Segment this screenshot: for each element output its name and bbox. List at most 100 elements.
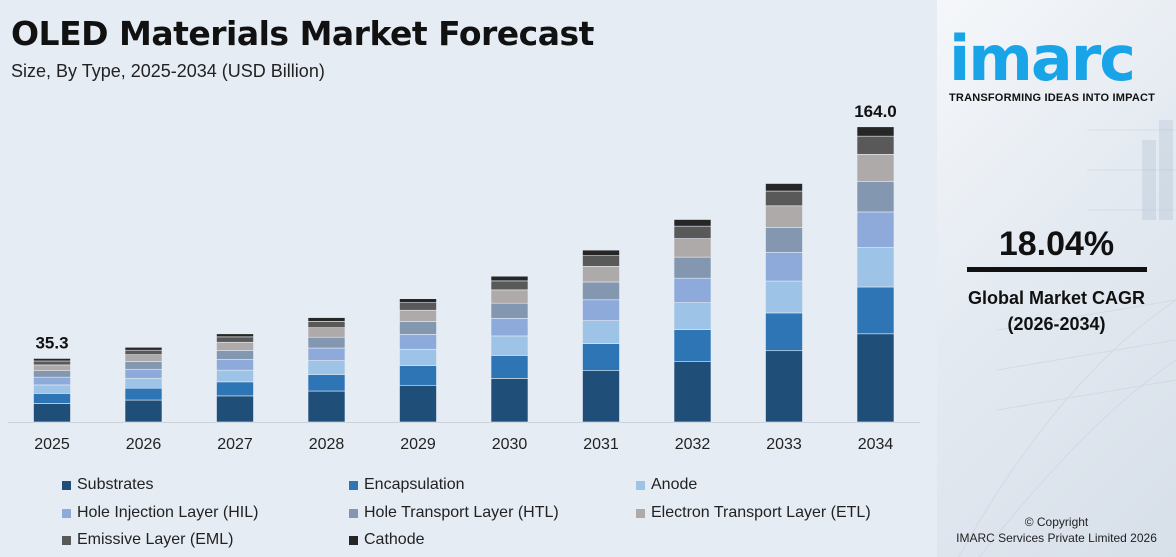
legend-swatch (349, 535, 358, 545)
bar-segment-2025-cathode (33, 358, 71, 362)
bar-segment-2026-substrates (124, 399, 163, 423)
legend-label: Encapsulation (364, 476, 465, 493)
bar-segment-2030-hole-injection-layer-hil- (490, 318, 529, 337)
bar-segment-2030-anode (490, 335, 529, 356)
bar-segment-2030-electron-transport-layer-etl- (490, 289, 529, 304)
legend-item-encapsulation: Encapsulation (349, 476, 465, 494)
bar-segment-2026-emissive-layer-eml- (124, 349, 163, 355)
bar-segment-2027-hole-transport-layer-htl- (216, 350, 254, 360)
chart-panel: OLED Materials Market Forecast Size, By … (8, 14, 920, 549)
bar-segment-2029-electron-transport-layer-etl- (399, 309, 437, 322)
bar-segment-2026-cathode (124, 346, 163, 351)
bar-segment-2030-cathode (490, 275, 529, 282)
legend-item-electron-transport-layer-etl: Electron Transport Layer (ETL) (636, 504, 871, 522)
bar-segment-2027-encapsulation (216, 381, 254, 397)
legend-label: Substrates (77, 476, 154, 493)
bar-segment-2032-hole-injection-layer-hil- (673, 277, 712, 303)
bar-segment-2034-anode (856, 247, 895, 288)
legend-label: Anode (651, 476, 698, 493)
brand-panel: imarc TRANSFORMING IDEAS INTO IMPACT 18.… (937, 0, 1176, 557)
bar-segment-2025-hole-transport-layer-htl- (33, 370, 71, 378)
legend-swatch (349, 508, 358, 518)
x-tick-label-2034: 2034 (858, 436, 894, 453)
bar-segment-2028-cathode (307, 317, 346, 322)
x-tick-label-2032: 2032 (675, 436, 711, 453)
bar-segment-2032-substrates (673, 361, 712, 423)
x-tick-label-2033: 2033 (766, 436, 802, 453)
cagr-value: 18.04% (998, 225, 1115, 263)
bar-segment-2028-electron-transport-layer-etl- (307, 327, 346, 338)
legend-label: Emissive Layer (EML) (77, 531, 234, 548)
bar-segment-2027-substrates (216, 395, 254, 423)
bar-segment-2031-electron-transport-layer-etl- (582, 265, 620, 283)
bar-segment-2029-anode (399, 348, 437, 366)
cagr-label: Global Market CAGR (2026-2034) (937, 285, 1176, 337)
bar-segment-2032-emissive-layer-eml- (673, 225, 712, 239)
bar-segment-2032-encapsulation (673, 329, 712, 363)
bar-segment-2033-encapsulation (765, 312, 803, 352)
bar-segment-2026-encapsulation (124, 387, 163, 401)
legend-label: Electron Transport Layer (ETL) (651, 504, 871, 521)
bar-segment-2032-anode (673, 302, 712, 330)
bar-segment-2027-emissive-layer-eml- (216, 336, 254, 343)
bar-segment-2028-hole-injection-layer-hil- (307, 347, 346, 361)
bar-segment-2030-emissive-layer-eml- (490, 280, 529, 291)
bar-segment-2027-anode (216, 369, 254, 383)
legend-item-hole-injection-layer-hil: Hole Injection Layer (HIL) (62, 504, 258, 522)
legend-swatch (636, 508, 645, 518)
bar-segment-2031-emissive-layer-eml- (582, 255, 620, 267)
chart-title: OLED Materials Market Forecast (11, 14, 594, 53)
brand-tagline: TRANSFORMING IDEAS INTO IMPACT (949, 92, 1156, 104)
bar-segment-2033-hole-transport-layer-htl- (765, 227, 803, 253)
background-decoration (958, 120, 1176, 557)
bar-segment-2031-anode (582, 320, 620, 344)
imarc-logo: imarc (949, 28, 1136, 90)
total-data-label-2025: 35.3 (35, 333, 68, 352)
x-tick-label-2029: 2029 (400, 436, 436, 453)
total-data-label-2034: 164.0 (854, 102, 897, 121)
bar-segment-2025-anode (33, 384, 71, 394)
bar-segment-2028-hole-transport-layer-htl- (307, 336, 346, 349)
legend-item-anode: Anode (636, 476, 697, 494)
bar-segment-2031-hole-injection-layer-hil- (582, 299, 620, 321)
legend-swatch (62, 508, 71, 518)
legend-item-cathode: Cathode (349, 531, 425, 549)
bar-segment-2031-cathode (582, 249, 620, 256)
bar-segment-2028-anode (307, 360, 346, 375)
bar-segment-2027-electron-transport-layer-etl- (216, 341, 254, 351)
bar-segment-2033-emissive-layer-eml- (765, 190, 803, 207)
bar-segment-2034-cathode (856, 126, 895, 137)
x-tick-label-2030: 2030 (492, 436, 528, 453)
legend-item-hole-transport-layer-htl: Hole Transport Layer (HTL) (349, 504, 559, 522)
bar-segment-2029-hole-injection-layer-hil- (399, 334, 437, 350)
copyright-line2: IMARC Services Private Limited 2026 (956, 531, 1157, 545)
cagr-label-line1: Global Market CAGR (967, 288, 1146, 308)
bar-segment-2026-hole-injection-layer-hil- (124, 368, 163, 379)
x-tick-label-2028: 2028 (309, 436, 345, 453)
bar-segment-2029-encapsulation (399, 365, 437, 386)
bar-segment-2034-hole-injection-layer-hil- (856, 211, 895, 248)
legend-label: Cathode (364, 531, 425, 548)
bar-segment-2031-hole-transport-layer-htl- (582, 281, 620, 301)
bar-segment-2033-electron-transport-layer-etl- (765, 205, 803, 228)
legend-item-emissive-layer-eml: Emissive Layer (EML) (62, 531, 233, 549)
bar-segment-2025-electron-transport-layer-etl- (33, 364, 71, 372)
stacked-bar-chart: 2025 35.3 2026 2027 2028 2029 2030 2031 2032 2033… (8, 102, 920, 453)
x-tick-label-2026: 2026 (126, 436, 162, 453)
bar-segment-2027-hole-injection-layer-hil- (216, 359, 254, 371)
legend-item-substrates: Substrates (62, 476, 153, 494)
bar-segment-2030-substrates (490, 378, 529, 423)
bar-segment-2034-encapsulation (856, 286, 895, 335)
bar-segment-2025-substrates (33, 403, 71, 423)
logo-text: imarc (949, 22, 1136, 95)
bar-segment-2029-emissive-layer-eml- (399, 302, 437, 311)
bar-segment-2029-substrates (399, 384, 437, 423)
bar-segment-2032-cathode (673, 219, 712, 227)
bar-segment-2032-hole-transport-layer-htl- (673, 256, 712, 279)
legend-swatch (636, 480, 645, 490)
legend-swatch (62, 535, 71, 545)
legend-label: Hole Injection Layer (HIL) (77, 504, 259, 521)
copyright-line1: © Copyright (1024, 515, 1089, 529)
bar-segment-2032-electron-transport-layer-etl- (673, 238, 712, 258)
bar-segment-2033-substrates (765, 350, 803, 423)
